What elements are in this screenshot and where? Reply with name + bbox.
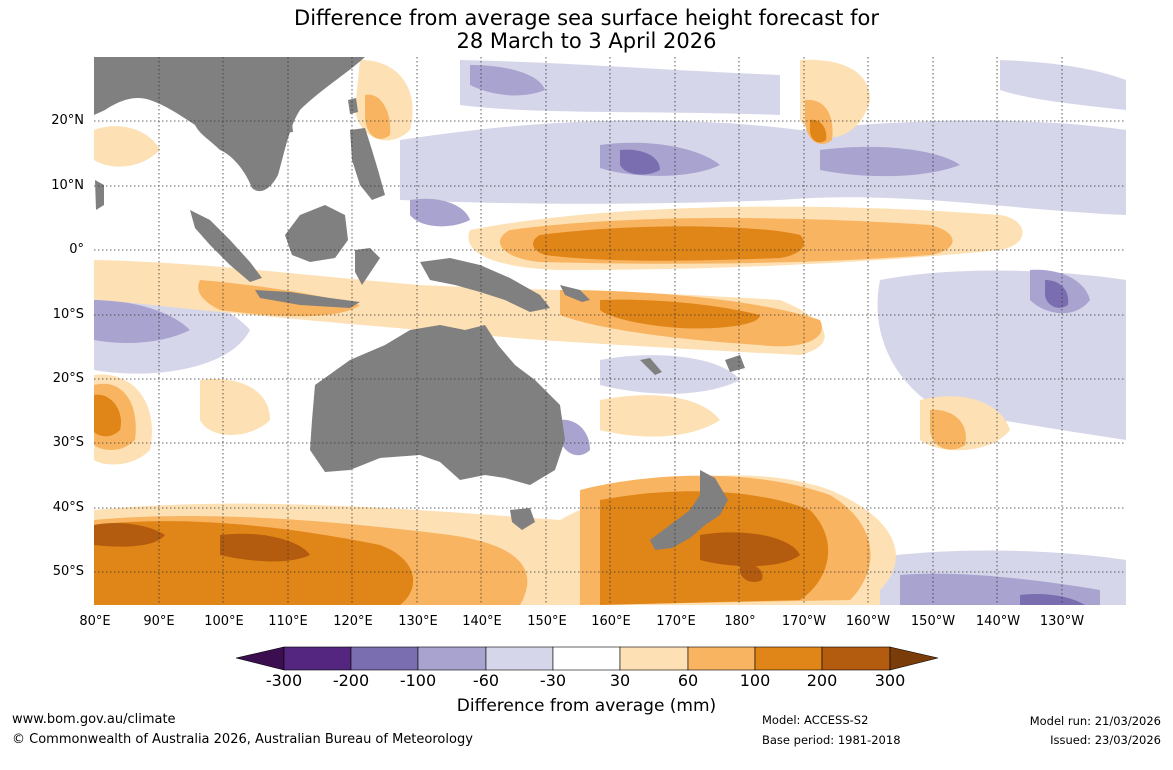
colorbar-tick-label: -300 (265, 671, 303, 690)
lat-label: 30°S (52, 435, 84, 450)
colorbar-tick-label: -100 (399, 671, 437, 690)
tasmania (510, 508, 535, 530)
borneo (285, 205, 348, 262)
colorbar-bin (619, 646, 689, 671)
philippines (350, 128, 385, 200)
fiji (725, 355, 745, 372)
colorbar-tick-label: 300 (874, 671, 906, 690)
lon-label: 160°W (845, 614, 891, 629)
colorbar-bin (552, 646, 621, 671)
taiwan (348, 98, 358, 114)
sri-lanka (95, 180, 104, 210)
colorbar-tick-label: -60 (472, 671, 500, 690)
new-guinea (420, 258, 550, 312)
colorbar-high-extension (889, 646, 939, 671)
lat-label: 10°S (52, 307, 84, 322)
new-caledonia (640, 358, 662, 375)
chart-title-line2: 28 March to 3 April 2026 (456, 29, 717, 53)
footer-copyright: © Commonwealth of Australia 2026, Austra… (12, 732, 473, 747)
footer-model: Model: ACCESS-S2 (762, 713, 869, 727)
lat-label: 20°N (51, 113, 84, 128)
anomaly-pos-extreme (94, 523, 800, 583)
lon-label: 150°W (910, 614, 956, 629)
colorbar-tick-label: -200 (332, 671, 370, 690)
new-zealand (650, 470, 728, 550)
lon-label: 180° (724, 614, 756, 629)
asia-mainland (94, 57, 365, 192)
sulawesi (355, 248, 380, 285)
colorbar-bin (283, 646, 352, 671)
hainan (283, 123, 293, 133)
footer-issued: Issued: 23/03/2026 (1050, 733, 1161, 747)
australia (310, 325, 565, 485)
lon-label: 80°E (79, 614, 111, 629)
colorbar (235, 646, 939, 671)
land-masses (94, 57, 745, 550)
colorbar-bin (687, 646, 756, 671)
chart-title-line1: Difference from average sea surface heig… (294, 6, 879, 30)
colorbar-tick-label: 200 (806, 671, 838, 690)
colorbar-title: Difference from average (mm) (456, 696, 717, 716)
lon-label: 140°E (462, 614, 502, 629)
lat-label: 20°S (52, 371, 84, 386)
colorbar-low-extension (235, 646, 285, 671)
colorbar-bin (417, 646, 487, 671)
colorbar-tick-label: 30 (609, 671, 631, 690)
lat-label: 50°S (52, 564, 84, 579)
sumatra (190, 210, 262, 282)
lon-label: 90°E (143, 614, 175, 629)
colorbar-bin (485, 646, 554, 671)
lat-label: 0° (69, 242, 84, 257)
lon-label: 150°E (527, 614, 567, 629)
lon-label: 100°E (204, 614, 244, 629)
lon-label: 110°E (268, 614, 308, 629)
colorbar-tick-label: 60 (677, 671, 699, 690)
lon-label: 120°E (333, 614, 373, 629)
solomon-islands (560, 285, 590, 302)
colorbar-tick-label: 100 (739, 671, 771, 690)
lat-label: 40°S (52, 500, 84, 515)
lon-label: 130°W (1039, 614, 1085, 629)
lat-label: 10°N (51, 178, 84, 193)
footer-base-period: Base period: 1981-2018 (762, 733, 901, 747)
graticule (94, 57, 1126, 605)
lon-label: 160°E (591, 614, 631, 629)
lon-label: 170°W (781, 614, 827, 629)
footer-url: www.bom.gov.au/climate (12, 712, 176, 727)
lon-label: 130°E (398, 614, 438, 629)
java (255, 290, 360, 308)
colorbar-bin (754, 646, 823, 671)
colorbar-tick-label: -30 (539, 671, 567, 690)
colorbar-bin (350, 646, 419, 671)
footer-model-run: Model run: 21/03/2026 (1029, 714, 1161, 728)
lon-label: 170°E (656, 614, 696, 629)
lon-label: 140°W (975, 614, 1021, 629)
colorbar-bin (821, 646, 891, 671)
